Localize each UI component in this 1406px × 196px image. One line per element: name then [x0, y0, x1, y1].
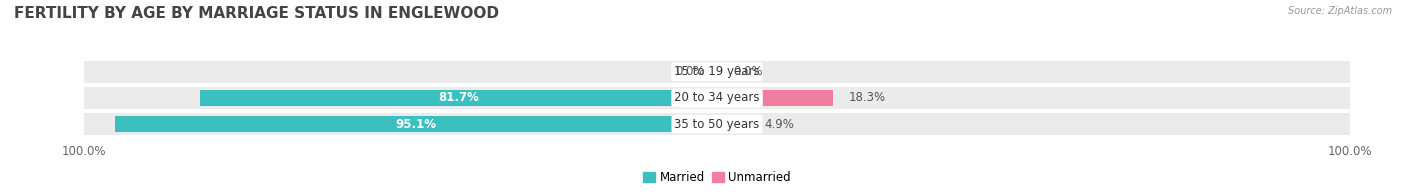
- Legend: Married, Unmarried: Married, Unmarried: [638, 166, 796, 189]
- Text: FERTILITY BY AGE BY MARRIAGE STATUS IN ENGLEWOOD: FERTILITY BY AGE BY MARRIAGE STATUS IN E…: [14, 6, 499, 21]
- Text: Source: ZipAtlas.com: Source: ZipAtlas.com: [1288, 6, 1392, 16]
- Bar: [115, 116, 717, 132]
- Bar: [717, 116, 748, 132]
- Text: 4.9%: 4.9%: [763, 118, 794, 131]
- Bar: [84, 113, 1350, 135]
- Text: 18.3%: 18.3%: [849, 92, 886, 104]
- Text: 95.1%: 95.1%: [395, 118, 437, 131]
- Bar: [84, 61, 1350, 83]
- Text: 35 to 50 years: 35 to 50 years: [675, 118, 759, 131]
- Text: 15 to 19 years: 15 to 19 years: [675, 65, 759, 78]
- Text: 20 to 34 years: 20 to 34 years: [675, 92, 759, 104]
- Text: 0.0%: 0.0%: [733, 65, 762, 78]
- Text: 81.7%: 81.7%: [439, 92, 479, 104]
- Bar: [84, 87, 1350, 109]
- Text: 0.0%: 0.0%: [675, 65, 704, 78]
- Bar: [717, 90, 832, 106]
- Bar: [200, 90, 717, 106]
